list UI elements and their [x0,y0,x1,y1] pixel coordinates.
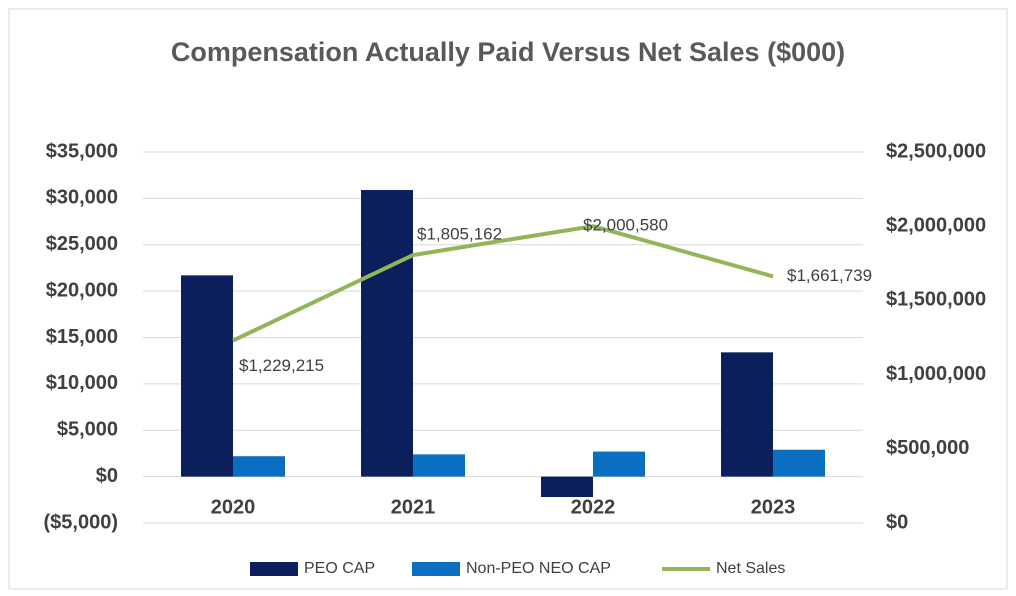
bar [181,275,233,477]
y2-tick-label: $0 [886,511,908,533]
y-tick-label: $20,000 [46,279,118,301]
y-tick-label: $0 [96,465,118,487]
chart-border [8,8,1008,590]
bar [593,451,645,477]
y-tick-label: $15,000 [46,326,118,348]
y-tick-label: $25,000 [46,233,118,255]
y-tick-label: $30,000 [46,187,118,209]
y2-tick-label: $2,500,000 [886,140,986,162]
y2-tick-label: $1,500,000 [886,289,986,311]
bar [773,449,825,477]
y-tick-label: ($5,000) [44,511,119,533]
y-tick-label: $10,000 [46,372,118,394]
x-tick-label: 2023 [751,496,796,518]
legend-swatch [412,562,460,576]
data-label: $1,805,162 [417,225,502,244]
line [232,224,774,343]
y-tick-label: $35,000 [46,140,118,162]
y2-tick-label: $1,000,000 [886,363,986,385]
data-label: $1,229,215 [239,356,324,375]
x-tick-label: 2021 [391,496,436,518]
legend-swatch [250,562,298,576]
bar [413,454,465,477]
bar [721,352,773,477]
y2-tick-label: $2,000,000 [886,214,986,236]
bar [541,476,593,498]
y2-tick-label: $500,000 [886,437,969,459]
x-tick-label: 2022 [571,496,616,518]
legend-label: Net Sales [716,560,785,577]
data-label: $2,000,580 [583,216,668,235]
legend-label: Non-PEO NEO CAP [466,560,611,577]
bar [233,456,285,477]
data-label: $1,661,739 [787,266,872,285]
chart-title: Compensation Actually Paid Versus Net Sa… [170,37,846,67]
legend-label: PEO CAP [304,560,375,577]
y-tick-label: $5,000 [57,419,118,441]
x-tick-label: 2020 [211,496,256,518]
bar [361,190,413,477]
